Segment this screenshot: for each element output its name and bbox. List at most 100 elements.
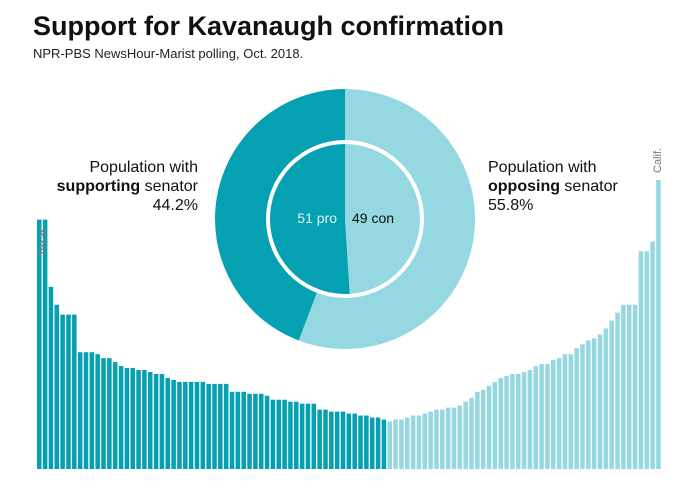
bar-supporting bbox=[329, 411, 334, 469]
bar-opposing bbox=[650, 241, 655, 469]
state-bars bbox=[37, 180, 661, 469]
bar-supporting bbox=[264, 395, 270, 469]
bar-opposing bbox=[492, 381, 498, 469]
bar-opposing bbox=[632, 304, 638, 469]
bar-opposing bbox=[626, 304, 632, 469]
right-label-rest: senator bbox=[560, 178, 618, 195]
bar-supporting bbox=[334, 411, 340, 469]
center-pro-label: 51 pro bbox=[297, 210, 337, 226]
bar-supporting bbox=[212, 383, 217, 469]
bar-opposing bbox=[428, 411, 433, 469]
inner-slice-con bbox=[345, 144, 420, 294]
bar-supporting bbox=[358, 415, 363, 469]
bar-opposing bbox=[510, 373, 515, 469]
bar-opposing bbox=[656, 180, 661, 469]
bar-supporting bbox=[147, 372, 153, 469]
bar-supporting bbox=[282, 399, 287, 469]
bar-opposing bbox=[387, 421, 393, 469]
bar-opposing bbox=[574, 348, 579, 469]
inner-slice-pro bbox=[269, 144, 350, 294]
bar-supporting bbox=[142, 370, 147, 469]
bar-supporting bbox=[95, 354, 100, 469]
bar-opposing bbox=[486, 385, 492, 469]
bar-opposing bbox=[451, 407, 457, 469]
bar-supporting bbox=[107, 358, 112, 469]
bar-supporting bbox=[171, 379, 176, 469]
state-label-california: Calif. bbox=[652, 148, 664, 173]
bar-opposing bbox=[457, 405, 463, 469]
bar-opposing bbox=[480, 389, 486, 469]
bar-opposing bbox=[399, 419, 404, 469]
bar-opposing bbox=[393, 419, 398, 469]
bar-supporting bbox=[258, 393, 264, 469]
right-percent: 55.8% bbox=[488, 197, 533, 214]
bar-supporting bbox=[241, 391, 246, 469]
bar-supporting bbox=[183, 381, 188, 469]
bar-opposing bbox=[445, 407, 451, 469]
bar-opposing bbox=[580, 344, 585, 469]
bar-supporting bbox=[223, 383, 229, 469]
left-label-rest: senator bbox=[140, 178, 198, 195]
chart-subtitle: NPR-PBS NewsHour-Marist polling, Oct. 20… bbox=[33, 46, 303, 61]
bar-opposing bbox=[615, 312, 620, 469]
bar-supporting bbox=[340, 411, 346, 469]
bar-supporting bbox=[136, 370, 141, 469]
bar-opposing bbox=[597, 334, 603, 469]
bar-supporting bbox=[194, 381, 200, 469]
bar-supporting bbox=[364, 415, 369, 469]
bar-opposing bbox=[527, 370, 533, 469]
bar-opposing bbox=[644, 251, 650, 469]
inner-circle-chart bbox=[266, 140, 424, 298]
bar-supporting bbox=[130, 368, 135, 469]
bar-opposing bbox=[463, 401, 468, 469]
bar-opposing bbox=[521, 372, 527, 469]
bar-supporting bbox=[218, 383, 223, 469]
bar-opposing bbox=[498, 377, 503, 469]
bar-supporting bbox=[381, 419, 387, 469]
bar-supporting bbox=[54, 304, 60, 469]
bar-supporting bbox=[101, 358, 106, 469]
bar-supporting bbox=[153, 373, 159, 469]
bar-supporting bbox=[323, 409, 328, 469]
bar-opposing bbox=[504, 375, 509, 469]
bar-supporting bbox=[177, 381, 182, 469]
bar-supporting bbox=[83, 352, 89, 469]
right-label-line1: Population with bbox=[488, 159, 597, 176]
bar-opposing bbox=[515, 373, 521, 469]
bar-opposing bbox=[539, 364, 544, 469]
bar-opposing bbox=[551, 360, 556, 469]
bar-opposing bbox=[562, 354, 568, 469]
bar-supporting bbox=[37, 219, 42, 469]
bar-opposing bbox=[469, 397, 474, 469]
bar-opposing bbox=[586, 340, 591, 469]
bar-supporting bbox=[311, 403, 317, 469]
bar-opposing bbox=[404, 417, 410, 469]
bar-supporting bbox=[346, 413, 352, 469]
bar-supporting bbox=[352, 413, 357, 469]
bar-supporting bbox=[247, 393, 252, 469]
bar-supporting bbox=[124, 368, 130, 469]
bar-opposing bbox=[475, 391, 480, 469]
bar-opposing bbox=[422, 413, 428, 469]
left-label-bold: supporting bbox=[57, 178, 141, 195]
bar-opposing bbox=[410, 415, 416, 469]
bar-supporting bbox=[112, 362, 118, 469]
bar-supporting bbox=[206, 383, 211, 469]
bar-supporting bbox=[89, 352, 95, 469]
right-label-bold: opposing bbox=[488, 178, 560, 195]
left-percent: 44.2% bbox=[153, 197, 198, 214]
bar-supporting bbox=[42, 219, 48, 469]
bar-supporting bbox=[66, 314, 71, 469]
bar-supporting bbox=[159, 373, 165, 469]
bar-supporting bbox=[118, 366, 124, 469]
bar-opposing bbox=[603, 328, 609, 469]
bar-supporting bbox=[72, 314, 77, 469]
bar-opposing bbox=[434, 409, 439, 469]
bar-supporting bbox=[77, 352, 83, 469]
bar-supporting bbox=[305, 403, 311, 469]
bar-opposing bbox=[533, 366, 539, 469]
bar-supporting bbox=[299, 403, 305, 469]
bar-opposing bbox=[609, 320, 614, 469]
bar-opposing bbox=[568, 354, 574, 469]
